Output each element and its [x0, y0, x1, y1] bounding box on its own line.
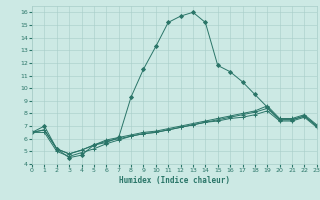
X-axis label: Humidex (Indice chaleur): Humidex (Indice chaleur) [119, 176, 230, 185]
